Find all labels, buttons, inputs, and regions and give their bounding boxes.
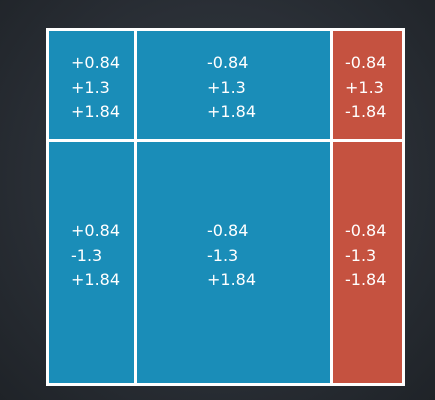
cell-value: +1.84 <box>207 270 257 289</box>
grid-cell-top-right: -0.84 +1.3 -1.84 <box>333 31 402 139</box>
cell-values: -0.84 +1.3 -1.84 <box>345 51 386 125</box>
cell-value: +0.84 <box>71 221 121 240</box>
cell-value: -0.84 <box>345 221 387 240</box>
cell-value: -1.3 <box>207 245 239 265</box>
cell-value: +1.84 <box>71 270 121 289</box>
grid-cell-top-left: +0.84 +1.3 +1.84 <box>49 31 134 139</box>
cell-value: +1.3 <box>345 77 384 97</box>
cell-value: +1.84 <box>207 102 257 121</box>
cell-value: -1.3 <box>71 245 103 265</box>
cell-value: -0.84 <box>207 221 249 240</box>
cell-value: +1.3 <box>71 77 110 97</box>
cell-value: -1.84 <box>345 102 387 121</box>
cell-values: +0.84 -1.3 +1.84 <box>71 219 120 293</box>
cell-values: -0.84 -1.3 -1.84 <box>345 219 386 293</box>
grid-cell-bottom-left: +0.84 -1.3 +1.84 <box>49 142 134 383</box>
grid-cell-top-middle: -0.84 +1.3 +1.84 <box>137 31 330 139</box>
cell-value: +1.84 <box>71 102 121 121</box>
cell-value: -0.84 <box>345 53 387 72</box>
cell-value: +0.84 <box>71 53 121 72</box>
cell-value: -1.84 <box>345 270 387 289</box>
cell-value: +1.3 <box>207 77 246 97</box>
grid-cell-bottom-right: -0.84 -1.3 -1.84 <box>333 142 402 383</box>
cell-value: -0.84 <box>207 53 249 72</box>
cell-values: -0.84 -1.3 +1.84 <box>207 219 256 293</box>
cell-values: +0.84 +1.3 +1.84 <box>71 51 120 125</box>
decision-grid: +0.84 +1.3 +1.84 -0.84 +1.3 +1.84 -0.84 … <box>46 28 405 386</box>
cell-values: -0.84 +1.3 +1.84 <box>207 51 256 125</box>
cell-value: -1.3 <box>345 245 377 265</box>
grid-cell-bottom-middle: -0.84 -1.3 +1.84 <box>137 142 330 383</box>
